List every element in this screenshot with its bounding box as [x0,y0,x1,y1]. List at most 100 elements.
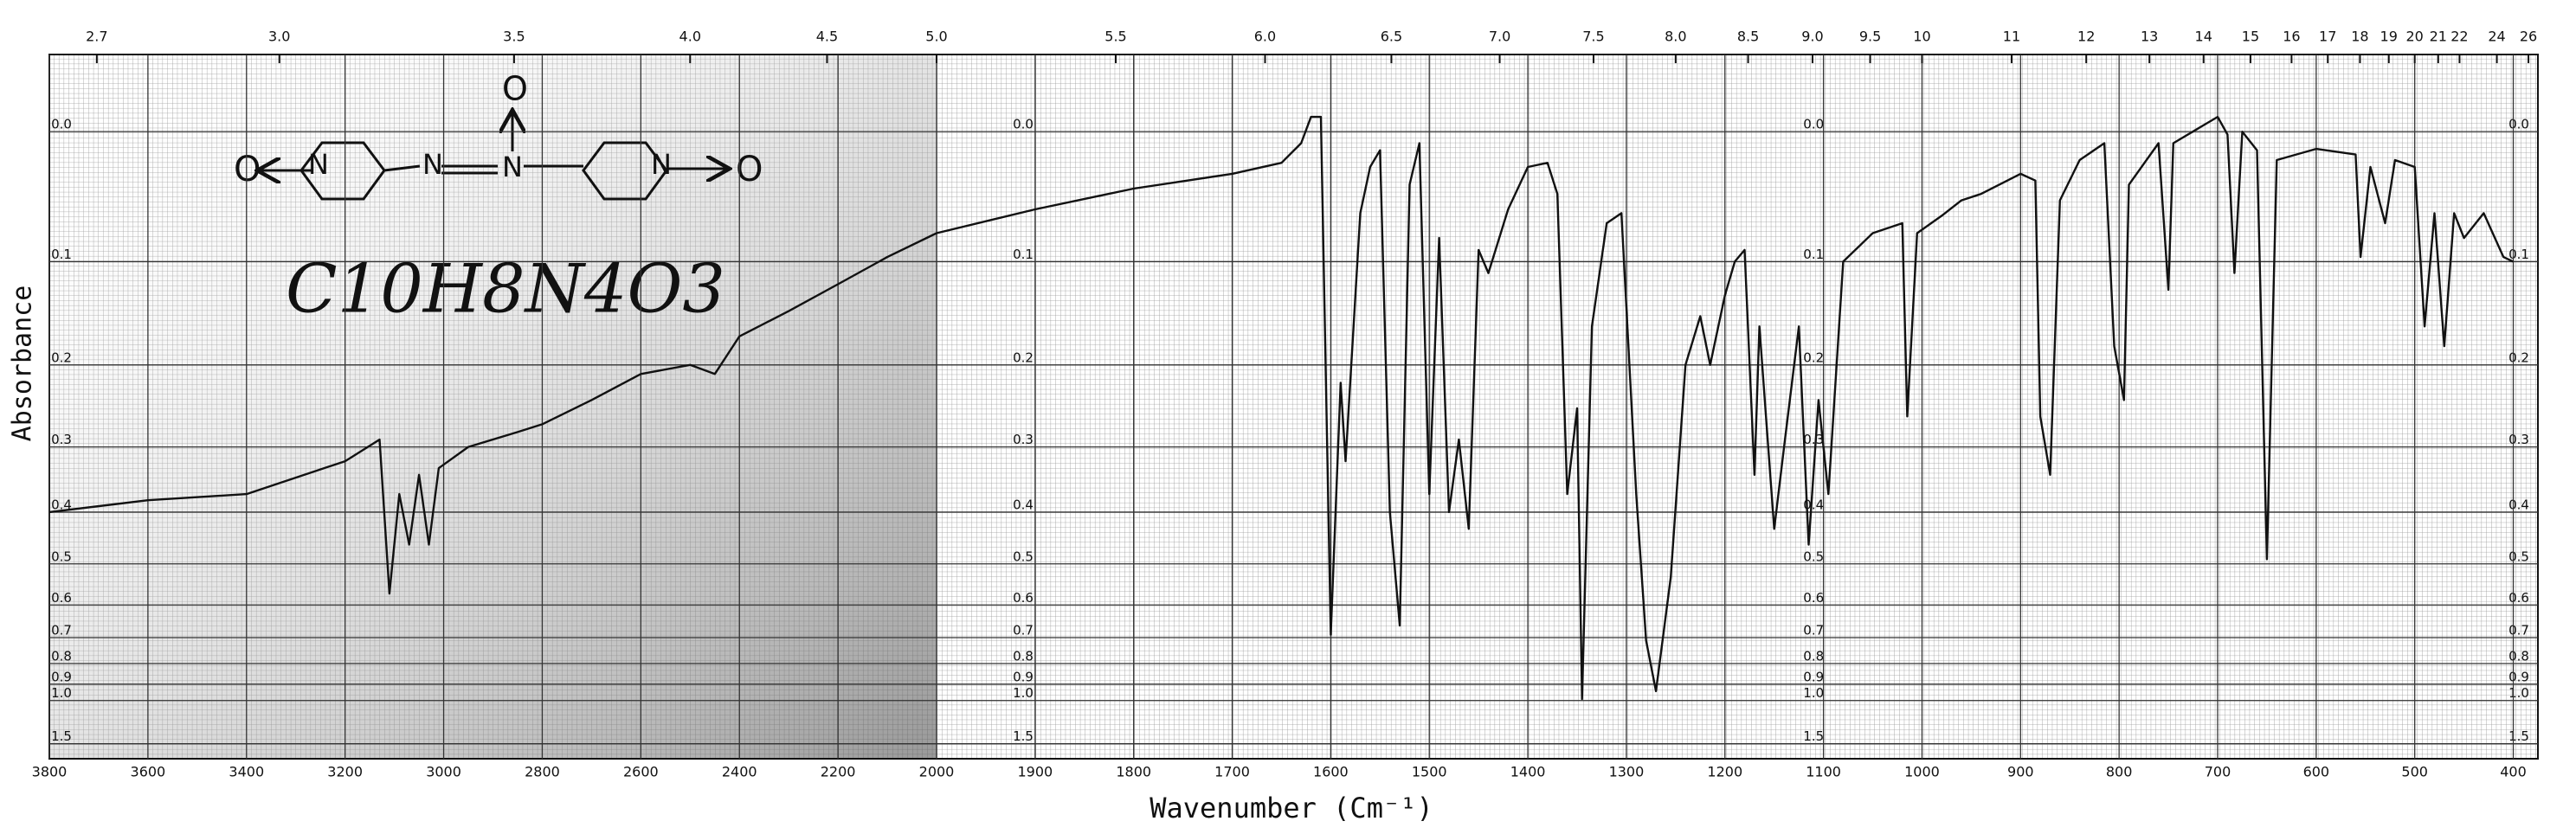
x-tick-label: 600 [2303,764,2330,780]
x2-tick-label: 26 [2520,29,2537,45]
y-tick-label: 0.6 [1013,590,1034,606]
y-axis-label: Absorbance [8,285,38,442]
x-tick-label: 3800 [32,764,68,780]
x2-tick-label: 20 [2406,29,2424,45]
y-tick-label: 1.5 [51,728,72,744]
x2-tick-label: 8.0 [1665,29,1686,45]
y-tick-label: 0.3 [1013,432,1034,447]
y-tick-label: 0.3 [1803,432,1824,447]
x-tick-label: 1900 [1017,764,1053,780]
y-tick-label: 0.3 [2508,432,2529,447]
y-tick-label: 0.5 [1013,549,1034,564]
x-tick-label: 1000 [1904,764,1940,780]
x2-tick-label: 7.5 [1582,29,1604,45]
x-tick-label: 2000 [919,764,955,780]
y-tick-label: 0.9 [1013,669,1034,684]
x-tick-label: 1200 [1707,764,1742,780]
y-tick-label: 0.4 [51,497,72,512]
y-tick-label: 0.6 [2508,590,2529,606]
x2-tick-label: 18 [2351,29,2368,45]
y-tick-label: 0.5 [2508,549,2529,564]
x2-tick-label: 15 [2242,29,2259,45]
y-tick-label: 0.7 [1013,623,1034,638]
y-tick-label: 0.4 [1803,497,1824,512]
y-tick-label: 0.2 [1013,350,1034,365]
y-tick-label: 0.1 [1803,247,1824,262]
x2-tick-label: 19 [2380,29,2398,45]
x2-tick-label: 6.5 [1381,29,1402,45]
atom-label: O [502,70,528,108]
y-tick-label: 0.0 [51,117,72,132]
x2-tick-label: 10 [1913,29,1930,45]
y-tick-label: 1.0 [2508,685,2529,701]
y-tick-label: 0.6 [1803,590,1824,606]
y-tick-label: 0.3 [51,432,72,447]
atom-label: N [308,148,329,181]
x-axis-label: Wavenumber (Cm⁻¹) [1150,792,1433,824]
x-tick-label: 500 [2401,764,2428,780]
y-tick-label: 0.5 [1803,549,1824,564]
y-tick-label: 1.0 [1803,685,1824,701]
x2-tick-label: 5.5 [1104,29,1126,45]
y-tick-label: 0.1 [51,247,72,262]
y-tick-label: 0.8 [1803,649,1824,664]
x2-tick-label: 21 [2430,29,2447,45]
x2-tick-label: 12 [2077,29,2095,45]
x2-tick-label: 17 [2319,29,2336,45]
x2-tick-label: 8.5 [1737,29,1759,45]
x-tick-label: 1600 [1313,764,1349,780]
y-tick-label: 1.5 [2508,728,2529,744]
y-tick-label: 0.0 [1013,117,1034,132]
y-tick-label: 0.9 [2508,669,2529,684]
x2-tick-label: 2.7 [86,29,107,45]
y-tick-label: 0.2 [2508,350,2529,365]
y-tick-label: 0.4 [2508,497,2529,512]
x-tick-label: 1800 [1116,764,1151,780]
x2-tick-label: 7.0 [1489,29,1510,45]
x-tick-label: 800 [2106,764,2133,780]
x2-tick-label: 13 [2141,29,2158,45]
y-tick-label: 1.0 [1013,685,1034,701]
x2-tick-label: 3.0 [268,29,290,45]
atom-label: O [234,150,261,189]
x2-tick-label: 22 [2450,29,2468,45]
x-tick-label: 2200 [821,764,856,780]
atom-label: N [422,148,443,181]
y-tick-label: 0.0 [2508,117,2529,132]
x-tick-label: 2400 [722,764,757,780]
x-tick-label: 1400 [1510,764,1546,780]
x2-tick-label: 9.0 [1801,29,1823,45]
y-tick-label: 0.2 [51,350,72,365]
x-tick-label: 1500 [1412,764,1447,780]
x2-tick-label: 16 [2283,29,2300,45]
spectrum-line [48,115,2515,701]
x-tick-label: 700 [2205,764,2231,780]
y-tick-label: 0.7 [51,623,72,638]
y-tick-label: 0.7 [2508,623,2529,638]
x2-tick-label: 9.5 [1859,29,1881,45]
x-tick-label: 1100 [1806,764,1841,780]
x-tick-label: 1300 [1609,764,1645,780]
y-tick-label: 0.2 [1803,350,1824,365]
y-tick-label: 0.5 [51,549,72,564]
x2-tick-label: 14 [2195,29,2212,45]
y-tick-label: 0.6 [51,590,72,606]
y-tick-label: 1.5 [1013,728,1034,744]
y-tick-label: 0.8 [51,649,72,664]
atom-label: N [502,151,523,183]
y-tick-label: 0.8 [1013,649,1034,664]
atom-label: O [736,150,763,189]
x-tick-label: 900 [2007,764,2034,780]
y-tick-label: 0.0 [1803,117,1824,132]
y-tick-label: 0.1 [1013,247,1034,262]
x-tick-label: 3000 [426,764,461,780]
x-tick-label: 2800 [525,764,560,780]
x-tick-label: 400 [2500,764,2527,780]
x-tick-label: 1700 [1214,764,1250,780]
shading [49,55,937,759]
y-tick-label: 1.5 [1803,728,1824,744]
structure-drawing [260,112,727,201]
y-tick-label: 0.4 [1013,497,1034,512]
x2-tick-label: 6.0 [1254,29,1276,45]
